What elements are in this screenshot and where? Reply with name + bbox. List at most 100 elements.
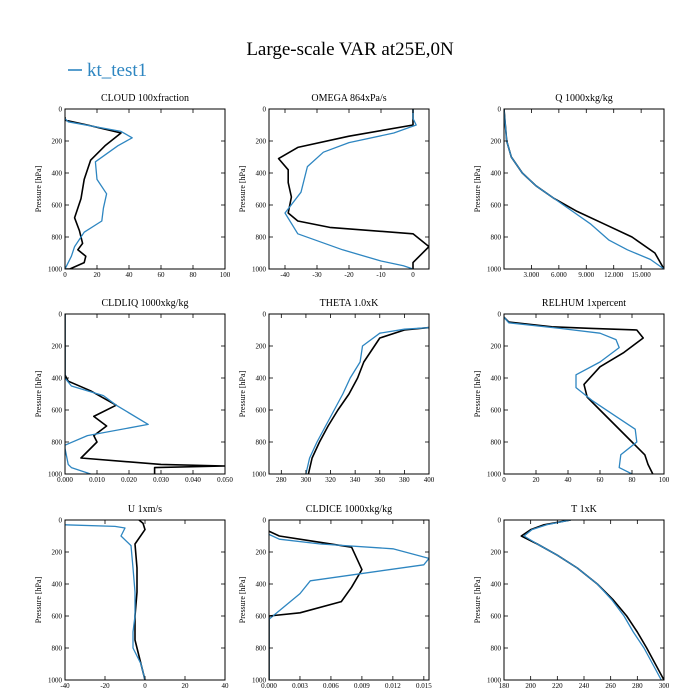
series-line-kt_test1 xyxy=(284,109,417,269)
y-tick-label: 200 xyxy=(52,549,63,557)
x-tick-label: 40 xyxy=(126,271,134,279)
y-tick-label: 0 xyxy=(498,517,502,525)
y-tick-label: 0 xyxy=(263,517,267,525)
series-line-reference xyxy=(504,109,664,269)
y-tick-label: 600 xyxy=(491,202,502,210)
x-tick-label: 0.040 xyxy=(185,476,201,484)
y-tick-label: 1000 xyxy=(252,471,267,479)
plot-frame xyxy=(503,108,665,270)
chart-panel: T 1xK Pressure [hPa] 180 200 220 240 260 280 300… xyxy=(473,504,670,690)
y-tick-label: 1000 xyxy=(487,471,502,479)
y-tick-label: 800 xyxy=(52,645,63,653)
y-tick-label: 200 xyxy=(491,549,502,557)
plot-frame xyxy=(503,519,665,681)
y-tick-label: 400 xyxy=(52,375,63,383)
y-tick-label: 200 xyxy=(52,138,63,146)
x-tick-label: -40 xyxy=(60,682,70,690)
panel-title: THETA 1.0xK xyxy=(320,298,379,309)
y-axis-label: Pressure [hPa] xyxy=(34,576,43,623)
series-line-kt_test1 xyxy=(65,524,146,680)
y-tick-label: 200 xyxy=(491,343,502,351)
x-tick-label: 0.009 xyxy=(354,682,370,690)
x-tick-label: 360 xyxy=(375,476,386,484)
x-tick-label: 15.000 xyxy=(632,271,652,279)
x-tick-label: 340 xyxy=(350,476,361,484)
x-tick-label: 320 xyxy=(325,476,336,484)
x-tick-label: 280 xyxy=(276,476,287,484)
x-tick-label: 0 xyxy=(63,271,67,279)
x-tick-label: 60 xyxy=(597,476,605,484)
series-line-kt_test1 xyxy=(504,109,664,269)
x-tick-label: 40 xyxy=(222,682,230,690)
x-tick-label: 300 xyxy=(659,682,670,690)
series-line-reference xyxy=(277,109,429,269)
x-tick-label: 0.000 xyxy=(57,476,73,484)
panel-title: CLOUD 100xfraction xyxy=(101,93,189,104)
y-axis-label: Pressure [hPa] xyxy=(238,370,247,417)
y-tick-label: 0 xyxy=(263,311,267,319)
plot-frame xyxy=(503,313,665,475)
x-tick-label: 0.015 xyxy=(416,682,432,690)
y-tick-label: 400 xyxy=(491,375,502,383)
x-tick-label: 280 xyxy=(632,682,643,690)
y-tick-label: 600 xyxy=(491,407,502,415)
x-tick-label: 0.006 xyxy=(323,682,339,690)
y-tick-label: 0 xyxy=(59,517,63,525)
y-axis-label: Pressure [hPa] xyxy=(473,370,482,417)
x-tick-label: 0 xyxy=(411,271,415,279)
y-axis-label: Pressure [hPa] xyxy=(238,165,247,212)
y-tick-label: 200 xyxy=(491,138,502,146)
x-tick-label: 300 xyxy=(301,476,312,484)
y-tick-label: 1000 xyxy=(48,471,63,479)
y-tick-label: 0 xyxy=(59,311,63,319)
x-tick-label: 80 xyxy=(629,476,637,484)
series-line-kt_test1 xyxy=(504,316,638,474)
plot-frame xyxy=(268,108,430,270)
y-axis-label: Pressure [hPa] xyxy=(34,165,43,212)
y-tick-label: 800 xyxy=(256,645,267,653)
chart-panel: CLDLIQ 1000xkg/kg Pressure [hPa] 0.000 0.01… xyxy=(34,298,233,484)
x-tick-label: 0 xyxy=(502,476,506,484)
x-tick-label: 100 xyxy=(659,476,670,484)
series-line-kt_test1 xyxy=(269,533,429,680)
panel-title: RELHUM 1xpercent xyxy=(542,298,626,309)
chart-panel: OMEGA 864xPa/s Pressure [hPa] -40 -30 -20 -10… xyxy=(238,93,430,279)
series-line-reference xyxy=(65,314,225,474)
y-tick-label: 400 xyxy=(256,170,267,178)
y-axis-label: Pressure [hPa] xyxy=(473,165,482,212)
y-tick-label: 1000 xyxy=(252,677,267,685)
x-tick-label: 240 xyxy=(579,682,590,690)
y-tick-label: 400 xyxy=(491,170,502,178)
series-line-reference xyxy=(520,520,664,680)
x-tick-label: -20 xyxy=(344,271,354,279)
x-tick-label: 0.050 xyxy=(217,476,233,484)
y-tick-label: 800 xyxy=(52,439,63,447)
y-axis-label: Pressure [hPa] xyxy=(238,576,247,623)
series-line-kt_test1 xyxy=(65,118,133,269)
x-tick-label: 9.000 xyxy=(578,271,594,279)
x-tick-label: -20 xyxy=(100,682,110,690)
x-tick-label: 20 xyxy=(182,682,190,690)
x-tick-label: 100 xyxy=(220,271,231,279)
x-tick-label: 3.000 xyxy=(524,271,540,279)
y-tick-label: 800 xyxy=(52,234,63,242)
y-tick-label: 0 xyxy=(498,311,502,319)
y-tick-label: 1000 xyxy=(48,677,63,685)
x-tick-label: 0 xyxy=(143,682,147,690)
chart-panel: THETA 1.0xK Pressure [hPa] 280 300 320 340 360… xyxy=(238,298,435,484)
y-tick-label: 200 xyxy=(256,138,267,146)
y-tick-label: 400 xyxy=(256,581,267,589)
y-tick-label: 400 xyxy=(52,170,63,178)
y-tick-label: 600 xyxy=(52,202,63,210)
series-line-kt_test1 xyxy=(65,314,149,474)
x-tick-label: 400 xyxy=(424,476,435,484)
y-tick-label: 800 xyxy=(491,439,502,447)
series-line-reference xyxy=(307,326,429,474)
x-tick-label: -10 xyxy=(376,271,386,279)
series-line-reference xyxy=(65,117,122,269)
x-tick-label: 220 xyxy=(552,682,563,690)
series-line-kt_test1 xyxy=(523,520,662,680)
y-tick-label: 200 xyxy=(256,549,267,557)
